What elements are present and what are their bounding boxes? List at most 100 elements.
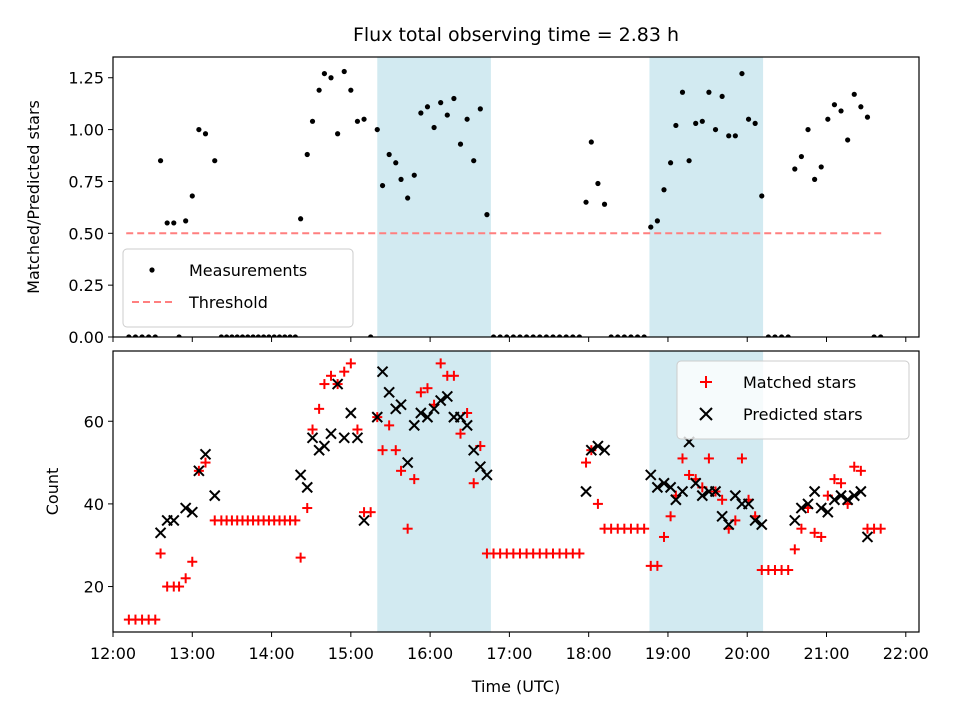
x-tick-label: 15:00 bbox=[328, 644, 374, 663]
top-panel: 0.00 0.25 0.50 0.75 1.00 1.25 Matched/Predicte… bbox=[24, 24, 920, 347]
measurement-point bbox=[298, 216, 304, 222]
measurement-point bbox=[845, 137, 851, 143]
measurement-point bbox=[266, 334, 272, 337]
measurement-point bbox=[878, 334, 884, 337]
predicted-star-point bbox=[481, 469, 493, 481]
matched-star-point bbox=[789, 544, 800, 555]
measurement-point bbox=[374, 126, 380, 133]
matched-star-point bbox=[703, 453, 714, 464]
predicted-star-point bbox=[454, 411, 467, 423]
matched-star-point bbox=[717, 494, 728, 505]
measurement-point bbox=[379, 182, 386, 189]
predicted-star-point bbox=[318, 440, 331, 452]
measurement-point bbox=[673, 122, 679, 129]
measurement-point bbox=[712, 126, 719, 133]
predicted-star-point bbox=[428, 403, 440, 415]
predicted-star-point bbox=[729, 489, 742, 502]
predicted-star-point bbox=[325, 427, 337, 440]
matched-star-point bbox=[783, 565, 794, 576]
measurement-point bbox=[570, 334, 576, 337]
matched-star-point bbox=[875, 523, 886, 534]
measurement-point bbox=[831, 102, 838, 108]
predicted-star-point bbox=[716, 510, 728, 523]
predicted-star-point bbox=[723, 518, 735, 531]
predicted-star-point bbox=[855, 485, 867, 498]
measurement-point bbox=[543, 334, 549, 337]
measurement-point bbox=[693, 120, 699, 126]
matched-star-point bbox=[849, 461, 860, 472]
axes-frame bbox=[112, 56, 920, 338]
y-tick-label: 1.25 bbox=[68, 69, 104, 88]
measurement-point bbox=[706, 89, 712, 95]
predicted-star-point bbox=[474, 460, 487, 473]
matched-star-point bbox=[302, 503, 313, 514]
measurement-point bbox=[335, 131, 341, 137]
predicted-star-point bbox=[841, 494, 854, 506]
measurement-point bbox=[202, 131, 209, 137]
predicted-star-point bbox=[415, 407, 427, 419]
y-tick-label: 60 bbox=[84, 412, 104, 431]
matched-star-point bbox=[581, 457, 592, 468]
y-tick-label: 0.50 bbox=[68, 224, 104, 243]
predicted-star-point bbox=[861, 531, 874, 543]
measurement-point bbox=[864, 114, 871, 120]
matched-star-point bbox=[639, 523, 650, 534]
matched-star-point bbox=[455, 428, 466, 439]
measurement-point bbox=[341, 68, 347, 75]
measurement-point bbox=[328, 75, 334, 81]
measurement-point bbox=[464, 116, 470, 122]
plot-area bbox=[123, 358, 886, 625]
axes-frame bbox=[112, 350, 920, 633]
legend-item: Predicted stars bbox=[699, 405, 863, 424]
predicted-star-point bbox=[689, 477, 702, 489]
predicted-star-point bbox=[815, 502, 827, 514]
measurement-point bbox=[146, 334, 152, 337]
predicted-star-point bbox=[828, 494, 841, 506]
matched-star-point bbox=[652, 560, 663, 571]
predicted-star-point bbox=[193, 465, 205, 477]
matched-star-point bbox=[592, 498, 603, 509]
measurement-point bbox=[608, 334, 614, 337]
x-tick-label: 13:00 bbox=[169, 644, 215, 663]
matched-star-point bbox=[684, 469, 695, 480]
measurement-point bbox=[550, 334, 556, 337]
measurement-point bbox=[287, 334, 293, 337]
predicted-star-point bbox=[651, 481, 664, 494]
matched-star-point bbox=[377, 445, 388, 456]
measurement-point bbox=[361, 116, 367, 122]
measurement-point bbox=[292, 334, 298, 337]
measurement-point bbox=[309, 118, 316, 124]
measurement-point bbox=[212, 158, 218, 164]
predicted-star-point bbox=[795, 502, 808, 514]
matched-star-point bbox=[390, 445, 401, 456]
x-tick-label: 12:00 bbox=[90, 644, 136, 663]
predicted-star-point bbox=[585, 444, 598, 456]
x-tick-label: 16:00 bbox=[407, 644, 453, 663]
measurement-point bbox=[805, 126, 811, 133]
predicted-star-point bbox=[199, 448, 212, 461]
measurement-point bbox=[431, 124, 437, 131]
legend-box bbox=[676, 360, 910, 440]
measurement-point bbox=[164, 220, 170, 226]
measurement-point bbox=[798, 153, 805, 160]
measurement-point bbox=[393, 160, 399, 166]
measurement-point bbox=[595, 180, 601, 187]
legend-item: Threshold bbox=[132, 293, 268, 312]
measurement-point bbox=[654, 218, 660, 224]
measurement-point bbox=[418, 110, 424, 116]
measurement-point bbox=[132, 334, 139, 337]
measurement-point bbox=[778, 334, 785, 337]
x-tick-label: 18:00 bbox=[566, 644, 612, 663]
legend-label: Predicted stars bbox=[743, 405, 863, 424]
measurement-point bbox=[196, 126, 202, 133]
predicted-star-point bbox=[434, 394, 447, 407]
measurement-point bbox=[517, 334, 523, 337]
y-tick-label: 0.25 bbox=[68, 276, 104, 295]
matched-star-point bbox=[180, 573, 191, 584]
measurement-point bbox=[588, 139, 594, 145]
plot-area bbox=[126, 68, 885, 337]
matched-star-point bbox=[422, 383, 433, 394]
measurement-point bbox=[634, 334, 641, 337]
measurement-point bbox=[504, 334, 510, 337]
